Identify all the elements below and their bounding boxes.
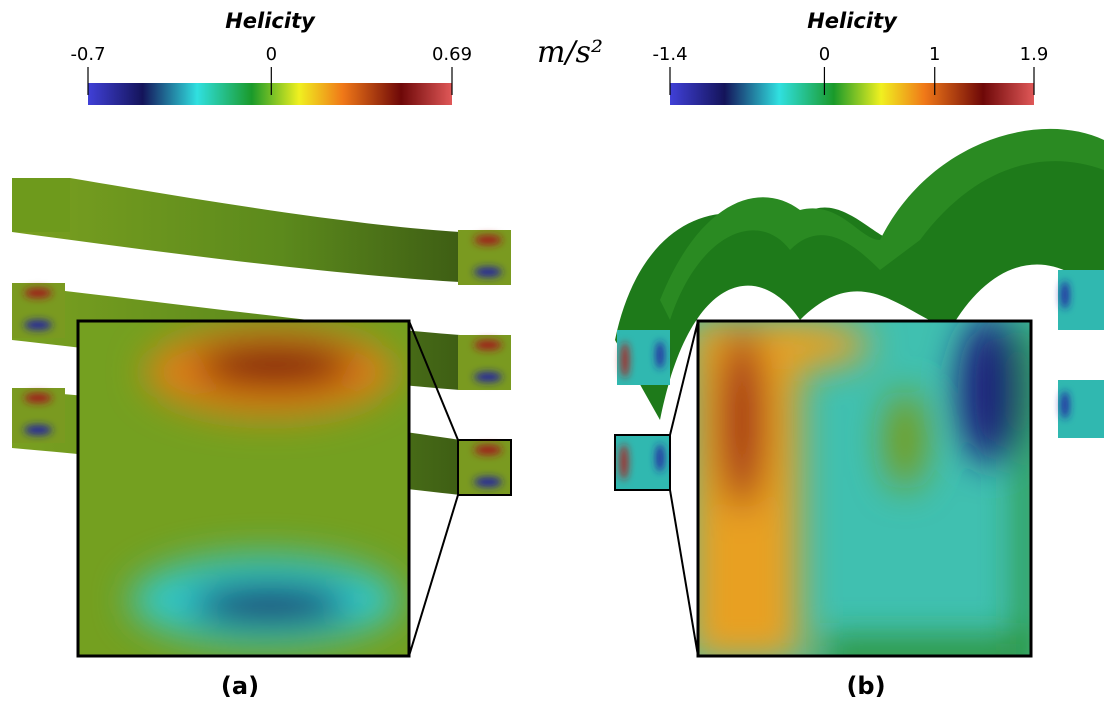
- colorbar-title: Helicity: [225, 9, 316, 33]
- pipes-b: [614, 128, 1104, 657]
- tick-label: 0.69: [432, 44, 472, 65]
- zoom-a: [76, 319, 411, 658]
- colorbar-gradient: [88, 83, 452, 105]
- tick-label: -1.4: [652, 44, 687, 65]
- tick-label: 0: [266, 44, 277, 65]
- colorbar-gradient: [670, 83, 1034, 105]
- tick-label: 0: [819, 44, 830, 65]
- tick-label: 1.9: [1020, 44, 1049, 65]
- zoom-b: [696, 319, 1033, 658]
- colorbar-title: Helicity: [807, 9, 898, 33]
- tick-label: -0.7: [70, 44, 105, 65]
- caption: (a): [221, 672, 259, 700]
- colorbar: Helicity -1.4 0 1 1.9: [652, 9, 1048, 105]
- caption: (b): [846, 672, 885, 700]
- colorbar: Helicity -0.7 0 0.69: [70, 9, 472, 105]
- tick-label: 1: [929, 44, 940, 65]
- unit-label: m/s²: [537, 35, 603, 70]
